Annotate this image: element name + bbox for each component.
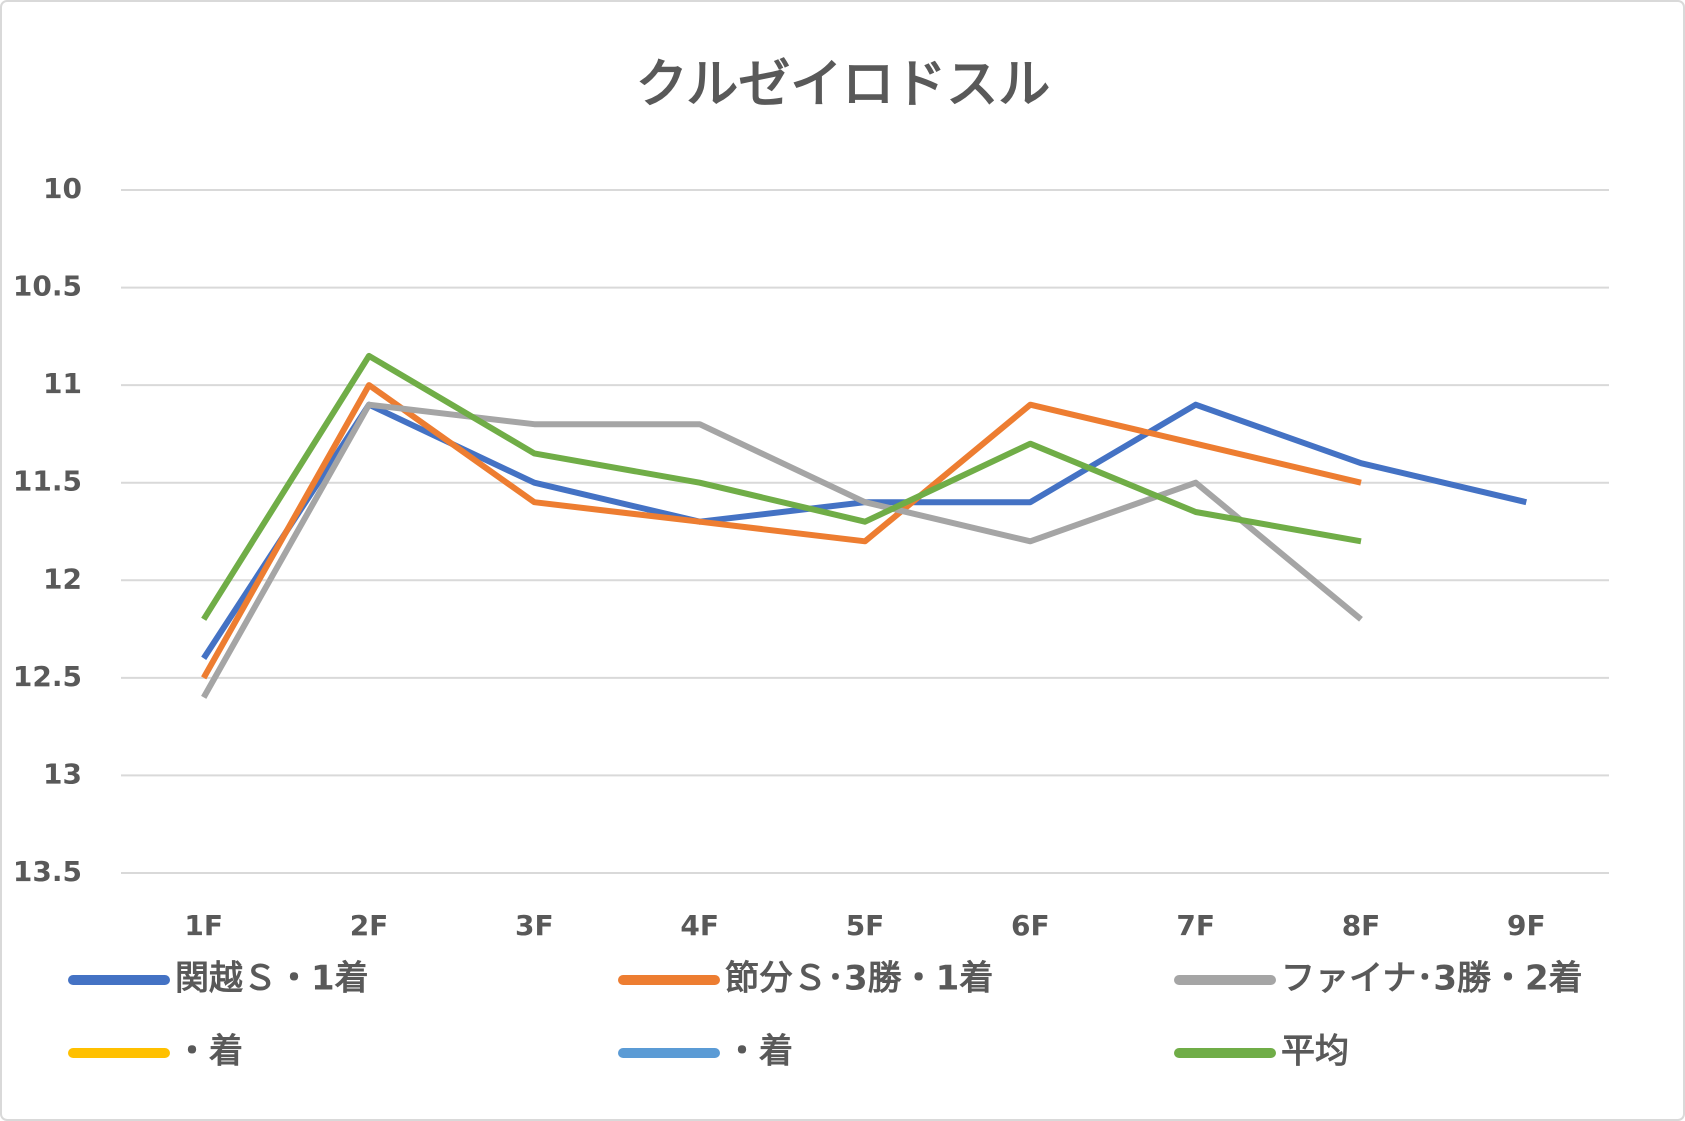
series-line bbox=[201, 401, 1363, 699]
legend-label: ・着 bbox=[175, 1032, 243, 1072]
legend-label: ・着 bbox=[725, 1032, 793, 1072]
x-tick-label: 9F bbox=[1507, 909, 1546, 942]
y-tick-label: 13.5 bbox=[13, 855, 82, 888]
x-tick-label: 4F bbox=[680, 909, 719, 942]
y-tick-label: 10.5 bbox=[13, 270, 82, 303]
series-line bbox=[201, 352, 1362, 621]
x-tick-label: 8F bbox=[1342, 909, 1381, 942]
y-tick-label: 13 bbox=[43, 757, 82, 790]
y-tick-label: 10 bbox=[43, 172, 82, 205]
x-tick-label: 6F bbox=[1011, 909, 1050, 942]
y-tick-label: 12 bbox=[43, 562, 82, 595]
x-tick-label: 3F bbox=[515, 909, 554, 942]
legend-label: ファイナ･3勝・2着 bbox=[1281, 959, 1583, 999]
x-tick-label: 2F bbox=[350, 909, 389, 942]
legend-label: 節分Ｓ･3勝・1着 bbox=[725, 959, 993, 999]
y-tick-label: 11 bbox=[43, 367, 82, 400]
y-tick-label: 12.5 bbox=[13, 660, 82, 693]
x-tick-label: 5F bbox=[846, 909, 885, 942]
chart-title: クルゼイロドスル bbox=[636, 55, 1050, 115]
legend-label: 平均 bbox=[1281, 1032, 1349, 1072]
series-line bbox=[201, 382, 1362, 680]
x-tick-label: 7F bbox=[1176, 909, 1215, 942]
legend-label: 関越Ｓ・1着 bbox=[175, 959, 369, 999]
x-tick-label: 1F bbox=[184, 909, 223, 942]
y-tick-label: 11.5 bbox=[13, 465, 82, 498]
